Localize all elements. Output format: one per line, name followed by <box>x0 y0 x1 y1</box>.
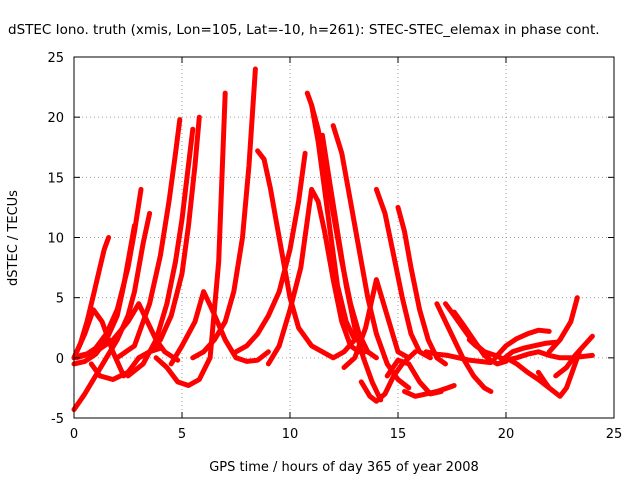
series-line-11 <box>153 90 228 388</box>
series-line-24 <box>395 204 448 367</box>
y-tick-label: 15 <box>47 171 64 186</box>
series-line-26 <box>402 383 457 399</box>
x-axis-label: GPS time / hours of day 365 of year 2008 <box>209 460 479 475</box>
x-tick-label: 25 <box>606 427 623 442</box>
series-line-9 <box>125 126 196 379</box>
series-line-10 <box>136 114 202 361</box>
series-line-23 <box>373 186 433 361</box>
series-line-8 <box>114 117 183 361</box>
y-axis-label: dSTEC / TECUs <box>6 190 21 286</box>
series-line-27 <box>423 349 494 366</box>
series-line-33 <box>499 339 559 363</box>
series-line-30 <box>451 309 509 367</box>
series-line-14 <box>255 148 358 361</box>
series-line-21 <box>341 277 412 370</box>
series-line-7 <box>78 301 181 363</box>
series-line-37 <box>546 295 580 355</box>
y-tick-label: 0 <box>56 352 64 367</box>
x-tick-label: 0 <box>70 427 78 442</box>
grid <box>74 57 614 418</box>
series-line-12 <box>168 289 271 367</box>
x-tick-label: 20 <box>498 427 515 442</box>
series-group <box>71 66 595 413</box>
x-tick-label: 10 <box>282 427 299 442</box>
series-line-13 <box>190 66 258 361</box>
axis-ticks <box>73 56 615 419</box>
series-line-32 <box>492 327 552 361</box>
y-tick-label: 25 <box>47 51 64 66</box>
y-tick-label: 20 <box>47 111 64 126</box>
x-tick-label: 5 <box>178 427 186 442</box>
y-tick-label: 5 <box>56 292 64 307</box>
series-line-16 <box>233 150 308 355</box>
x-tick-labels: 0 5 10 15 20 25 <box>70 427 622 442</box>
chart-title: dSTEC Iono. truth (xmis, Lon=105, Lat=-1… <box>8 22 600 38</box>
series-line-19 <box>319 132 384 403</box>
series-line-35 <box>535 369 552 391</box>
y-tick-label: -5 <box>51 412 64 427</box>
series-line-5 <box>71 307 127 379</box>
series-line-36 <box>553 333 595 379</box>
y-tick-labels: -5 0 5 10 15 20 25 <box>47 51 64 427</box>
x-tick-label: 15 <box>390 427 407 442</box>
y-tick-label: 10 <box>47 232 64 247</box>
series-line-15 <box>265 186 369 367</box>
series-line-28 <box>434 301 494 394</box>
